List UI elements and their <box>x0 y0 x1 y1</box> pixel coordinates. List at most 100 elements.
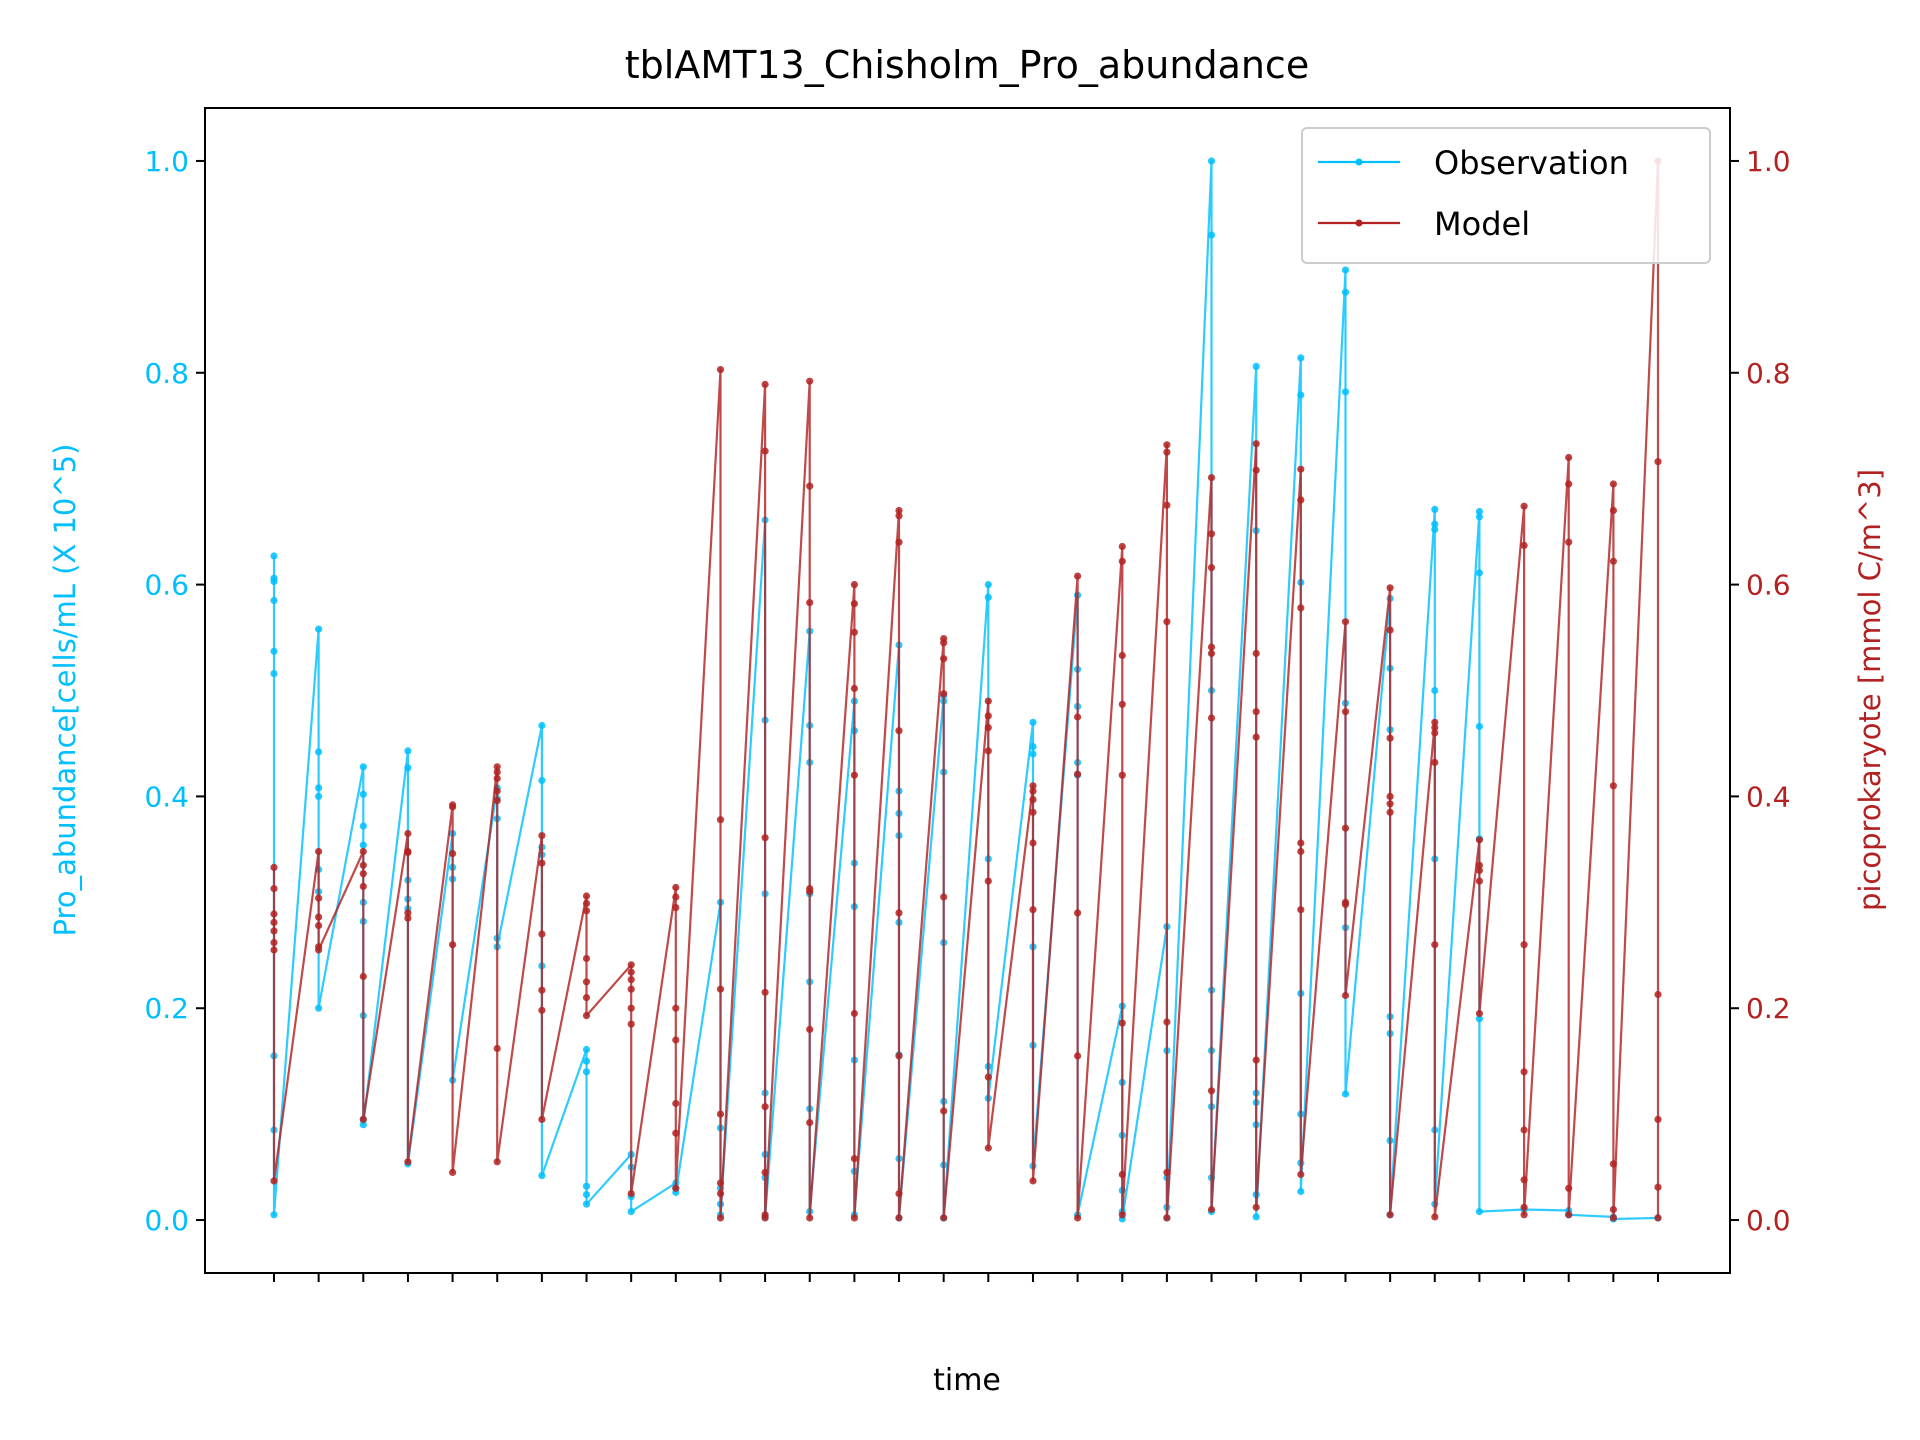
model-data-point <box>538 859 546 867</box>
model-data-point <box>761 447 769 455</box>
model-data-point <box>1386 800 1394 808</box>
model-data-point <box>1297 465 1305 473</box>
model-data-point <box>895 1214 903 1222</box>
observation-data-point <box>1431 686 1439 695</box>
model-data-point <box>270 946 278 954</box>
model-data-point <box>1118 557 1126 565</box>
model-data-point <box>1207 530 1216 538</box>
model-data-point <box>493 1158 501 1166</box>
model-data-point <box>1207 1205 1216 1214</box>
model-data-point <box>1654 1115 1662 1123</box>
observation-data-point <box>1475 569 1483 577</box>
model-data-point <box>940 655 948 663</box>
model-data-point <box>1565 1211 1573 1219</box>
model-data-point <box>1029 782 1037 790</box>
left-y-tick-label: 1.0 <box>144 145 189 178</box>
model-data-point <box>1341 618 1350 626</box>
model-data-point <box>716 816 725 824</box>
model-data-point <box>940 893 948 901</box>
model-data-point <box>493 797 501 805</box>
model-data-point <box>1520 1176 1528 1184</box>
legend-box <box>1301 127 1711 264</box>
model-data-point <box>1654 1183 1662 1191</box>
legend-model-marker <box>1355 219 1363 227</box>
observation-data-point <box>582 1068 591 1076</box>
model-data-point <box>1163 501 1171 509</box>
model-data-point <box>270 910 278 918</box>
model-data-point <box>315 922 323 930</box>
model-data-point <box>1118 651 1126 660</box>
plot-frame <box>204 107 1731 1274</box>
model-data-point <box>627 968 635 976</box>
right-y-tick-label: 0.6 <box>1746 569 1791 602</box>
model-data-point <box>1609 557 1617 565</box>
model-data-point <box>627 961 635 969</box>
left-y-tick-label: 0.8 <box>144 357 189 390</box>
model-data-point <box>1341 900 1350 909</box>
model-data-point <box>627 985 635 993</box>
model-data-point <box>1297 839 1305 847</box>
model-data-point <box>1654 1214 1662 1222</box>
observation-data-point <box>1029 718 1037 726</box>
observation-data-point <box>984 593 992 601</box>
model-data-point <box>716 1110 725 1118</box>
observation-data-point <box>359 790 367 798</box>
model-data-point <box>315 946 323 954</box>
model-data-point <box>627 1190 635 1198</box>
model-data-point <box>1252 733 1260 741</box>
observation-data-point <box>1297 354 1305 362</box>
model-data-point <box>672 1004 680 1012</box>
model-data-point <box>404 909 412 917</box>
model-data-point <box>359 861 367 869</box>
model-data-point <box>1341 991 1350 1000</box>
model-data-point <box>984 712 992 720</box>
observation-data-point <box>1341 266 1350 274</box>
model-data-point <box>1341 824 1350 832</box>
model-data-point <box>359 847 367 856</box>
x-axis-label: time <box>933 1363 1001 1398</box>
model-data-point <box>1207 643 1216 651</box>
model-data-point <box>1074 572 1082 580</box>
model-data-point <box>1386 808 1394 816</box>
observation-data-point <box>1252 362 1260 370</box>
model-data-point <box>493 1044 501 1053</box>
model-data-point <box>538 930 546 938</box>
model-data-point <box>1386 584 1394 592</box>
model-data-point <box>895 909 903 917</box>
model-data-point <box>1565 480 1573 488</box>
model-data-point <box>582 954 591 963</box>
observation-data-point <box>270 577 278 586</box>
model-data-point <box>1431 718 1439 726</box>
model-data-point <box>716 1179 725 1187</box>
observation-data-point <box>1431 520 1439 528</box>
model-data-point <box>1029 787 1037 795</box>
model-data-point <box>270 927 278 935</box>
model-data-point <box>582 1012 591 1020</box>
model-data-point <box>806 888 814 896</box>
observation-data-point <box>1207 157 1216 165</box>
model-data-point <box>984 1144 992 1152</box>
model-data-point <box>1475 836 1483 844</box>
model-data-point <box>1074 770 1082 778</box>
model-data-point <box>582 892 591 900</box>
model-data-point <box>1475 877 1483 885</box>
model-data-point <box>940 639 948 647</box>
model-data-point <box>806 1119 814 1127</box>
observation-data-point <box>270 596 278 605</box>
model-data-point <box>850 581 859 589</box>
observation-data-point <box>1341 388 1350 396</box>
model-data-point <box>1252 466 1260 474</box>
observation-data-point <box>270 670 278 678</box>
left-y-tick-label: 0.6 <box>144 569 189 602</box>
model-data-point <box>270 1177 278 1185</box>
observation-data-point <box>582 1191 591 1199</box>
model-data-point <box>1609 506 1617 515</box>
model-data-point <box>1252 1203 1260 1211</box>
observation-data-point <box>315 1004 323 1012</box>
model-data-point <box>1074 1214 1082 1222</box>
model-data-point <box>1431 941 1439 949</box>
model-data-point <box>672 1099 680 1108</box>
observation-data-point <box>270 552 278 560</box>
model-data-point <box>1118 1019 1126 1027</box>
model-data-point <box>538 832 546 840</box>
